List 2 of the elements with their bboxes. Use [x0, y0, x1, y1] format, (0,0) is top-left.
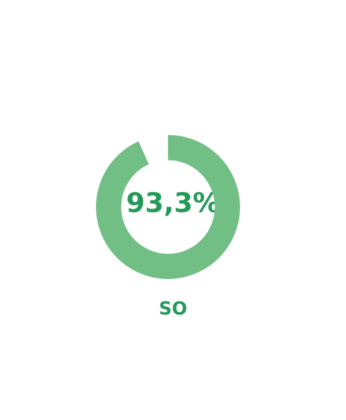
data-label: 93,3% [126, 188, 220, 219]
slice-label: SO [158, 298, 188, 320]
